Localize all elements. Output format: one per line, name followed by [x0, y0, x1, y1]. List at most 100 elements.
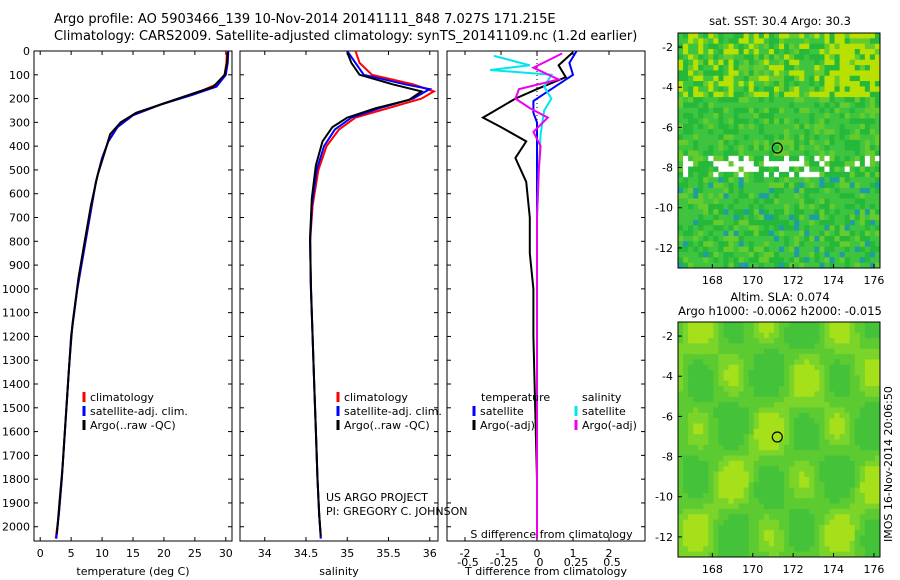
- map-sla-cell: [874, 514, 881, 521]
- map-sla-cell: [773, 338, 780, 344]
- map-sla-cell: [839, 428, 846, 435]
- map-sla-cell: [874, 450, 881, 456]
- map-sla-cell: [849, 348, 856, 355]
- map-sst-cell: [738, 241, 745, 248]
- salinity-legend-label: Argo(..raw -QC): [344, 419, 430, 432]
- map-sla-cell: [824, 338, 830, 344]
- map-sst-cell: [849, 86, 856, 93]
- map-sla-cell: [758, 514, 765, 521]
- map-sla-cell: [794, 338, 800, 344]
- map-sst-cell: [693, 86, 699, 93]
- map-sla-cell: [794, 380, 800, 387]
- map-sla-cell: [773, 498, 780, 504]
- map-sla-cell: [683, 343, 689, 350]
- map-sst-cell: [869, 193, 876, 199]
- map-sst-cell: [753, 166, 760, 173]
- map-sst-cell: [794, 81, 800, 87]
- map-sst-cell: [708, 171, 714, 178]
- map-sst-cell: [733, 187, 739, 194]
- map-sla-cell: [733, 407, 739, 414]
- map-sla-cell: [824, 322, 830, 328]
- map-sst-cell: [869, 86, 876, 93]
- map-sst-cell: [738, 129, 745, 135]
- sst-map-title: sat. SST: 30.4 Argo: 30.3: [709, 14, 851, 28]
- map-sst-cell: [753, 177, 760, 183]
- map-sla-cell: [768, 444, 775, 451]
- map-sla-cell: [809, 439, 815, 446]
- map-sst-cell: [763, 155, 770, 162]
- map-sst-cell: [839, 49, 846, 55]
- map-sst-cell: [708, 102, 714, 109]
- map-sla-cell: [728, 402, 734, 408]
- map-sst-cell: [763, 193, 770, 199]
- map-sst-cell: [839, 129, 846, 135]
- map-sla-cell: [743, 519, 750, 526]
- map-sst-cell: [814, 198, 820, 205]
- map-sla-cell: [748, 503, 755, 510]
- map-sst-cell: [758, 235, 765, 242]
- map-sst-cell: [794, 113, 800, 119]
- map-sst-cell: [728, 235, 734, 242]
- map-sla-cell: [758, 322, 765, 328]
- map-sst-cell: [703, 49, 709, 55]
- map-sla-cell: [693, 343, 699, 350]
- map-sst-cell: [718, 113, 724, 119]
- map-sla-cell: [874, 487, 881, 494]
- map-sla-cell: [794, 402, 800, 408]
- map-sst-cell: [743, 193, 750, 199]
- map-sla-cell: [698, 428, 704, 435]
- map-sla-cell: [829, 503, 835, 510]
- map-sst-cell: [864, 193, 871, 199]
- map-sst-cell: [789, 49, 795, 55]
- map-sla-cell: [844, 540, 851, 547]
- map-sst-cell: [839, 33, 846, 39]
- map-sst-cell: [869, 118, 876, 125]
- map-sla-cell: [708, 546, 714, 553]
- map-sla-cell: [748, 434, 755, 440]
- map-sla-cell: [698, 503, 704, 510]
- map-sla-cell: [683, 370, 689, 376]
- map-sst-cell: [678, 150, 684, 157]
- map-sst-cell: [834, 187, 840, 194]
- map-sla-cell: [688, 514, 694, 521]
- map-sst-cell: [799, 33, 805, 39]
- map-sla-cell: [854, 482, 861, 488]
- map-sla-cell: [688, 407, 694, 414]
- map-sla-cell: [688, 535, 694, 542]
- map-sst-cell: [758, 86, 765, 93]
- map-sla-cell: [849, 402, 856, 408]
- map-sst-cell: [834, 209, 840, 215]
- map-sst-cell: [688, 262, 694, 269]
- map-sla-cell: [758, 348, 765, 355]
- map-sla-cell: [753, 439, 760, 446]
- map-sla-cell: [819, 546, 825, 553]
- map-sla-cell: [678, 439, 684, 446]
- map-sst-cell: [874, 187, 881, 194]
- map-sla-cell: [738, 508, 745, 515]
- map-sst-cell: [839, 118, 846, 125]
- map-sla-cell: [763, 551, 770, 558]
- map-sst-cell: [753, 198, 760, 205]
- map-sst-cell: [738, 54, 745, 61]
- map-sla-cell: [869, 364, 876, 371]
- map-sla-cell: [753, 359, 760, 366]
- temperature-legend-label: Argo(..raw -QC): [90, 419, 176, 432]
- map-sla-cell: [779, 322, 785, 328]
- map-sst-cell: [733, 54, 739, 61]
- map-sst-cell: [713, 70, 719, 77]
- map-sla-cell: [844, 434, 851, 440]
- map-sst-cell: [799, 225, 805, 232]
- map-sst-cell: [824, 70, 830, 77]
- map-sst-cell: [864, 262, 871, 269]
- temperature-xtick-label: 30: [219, 547, 233, 560]
- map-sst-cell: [779, 86, 785, 93]
- map-sla-cell: [748, 396, 755, 403]
- map-sst-cell: [839, 214, 846, 221]
- map-sla-cell: [789, 503, 795, 510]
- map-sla-cell: [763, 364, 770, 371]
- map-sla-cell: [779, 396, 785, 403]
- map-sla-cell: [733, 455, 739, 462]
- map-sla-cell: [864, 348, 871, 355]
- map-sst-cell: [773, 230, 780, 237]
- map-sla-cell: [713, 514, 719, 521]
